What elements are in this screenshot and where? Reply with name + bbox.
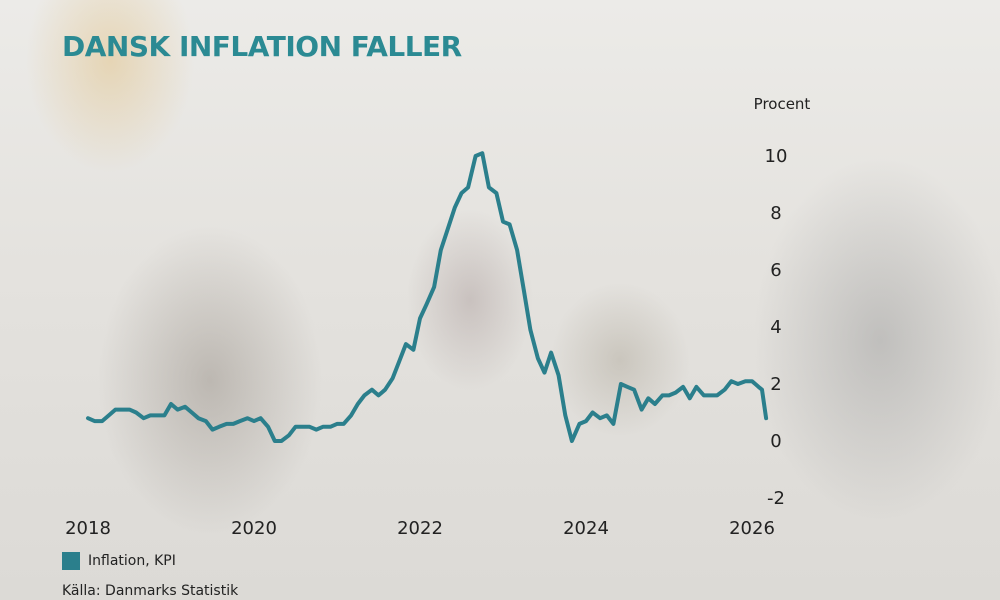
x-tick-label: 2024 — [563, 518, 609, 539]
y-tick-label: -2 — [767, 488, 785, 509]
legend-label: Inflation, KPI — [88, 553, 176, 569]
x-tick-label: 2020 — [231, 518, 277, 539]
legend: Inflation, KPI — [62, 552, 176, 570]
source-note: Källa: Danmarks Statistik — [62, 583, 239, 599]
x-tick-label: 2026 — [729, 518, 775, 539]
y-axis-ticks: 10 8 6 4 2 0 -2 — [765, 146, 788, 509]
y-tick-label: 10 — [765, 146, 788, 167]
y-tick-label: 4 — [770, 317, 781, 338]
y-axis-unit-label: Procent — [754, 95, 811, 113]
x-axis-ticks: 2018 2020 2022 2024 2026 — [65, 518, 775, 539]
y-tick-label: 2 — [770, 374, 781, 395]
x-tick-label: 2018 — [65, 518, 111, 539]
series-line-inflation-kpi — [86, 151, 769, 443]
chart-title: DANSK INFLATION FALLER — [62, 30, 462, 63]
legend-swatch — [62, 552, 80, 570]
y-tick-label: 6 — [770, 260, 781, 281]
y-tick-label: 0 — [770, 431, 781, 452]
x-tick-label: 2022 — [397, 518, 443, 539]
y-tick-label: 8 — [770, 203, 781, 224]
